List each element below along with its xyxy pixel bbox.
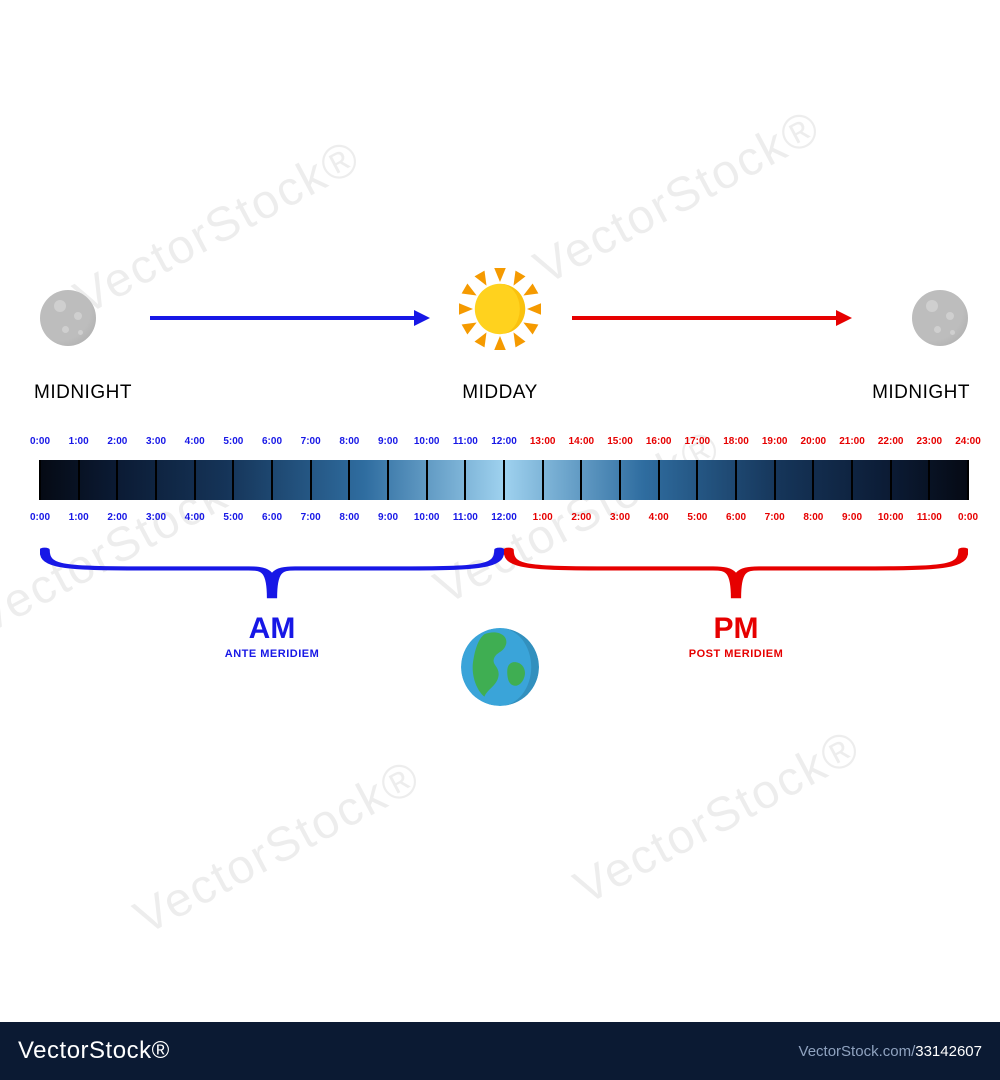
am-small: ANTE MERIDIEM — [225, 648, 320, 660]
hour-12-label: 7:00 — [765, 512, 785, 523]
hour-tick — [78, 460, 80, 500]
hour-24-label: 7:00 — [301, 436, 321, 447]
hour-12-label: 3:00 — [146, 512, 166, 523]
hour-12-label: 4:00 — [649, 512, 669, 523]
hour-tick — [116, 460, 118, 500]
hour-24-label: 21:00 — [839, 436, 865, 447]
hour-tick — [271, 460, 273, 500]
hour-24-label: 8:00 — [339, 436, 359, 447]
am-big: AM — [225, 614, 320, 644]
hour-tick — [232, 460, 234, 500]
hour-12-label: 10:00 — [414, 512, 440, 523]
pm-brace — [504, 546, 968, 602]
hour-24-label: 3:00 — [146, 436, 166, 447]
hour-tick — [155, 460, 157, 500]
watermark: VectorStock® — [526, 99, 830, 296]
am-brace — [40, 546, 504, 602]
hour-24-label: 15:00 — [607, 436, 633, 447]
hour-24-label: 0:00 — [30, 436, 50, 447]
hour-12-label: 3:00 — [610, 512, 630, 523]
hour-12-label: 11:00 — [917, 512, 942, 523]
hour-24-label: 1:00 — [69, 436, 89, 447]
hour-12-label: 2:00 — [107, 512, 127, 523]
hour-12-label: 7:00 — [301, 512, 321, 523]
moon-icon — [40, 290, 96, 346]
hour-24-label: 16:00 — [646, 436, 672, 447]
hour-tick — [928, 460, 930, 500]
footer-bar: VectorStock® VectorStock.com/33142607 — [0, 1022, 1000, 1080]
hour-12-label: 2:00 — [571, 512, 591, 523]
hour-tick — [39, 460, 41, 500]
hour-tick — [542, 460, 544, 500]
am-section-label: AM ANTE MERIDIEM — [225, 614, 320, 660]
pm-section-label: PM POST MERIDIEM — [689, 614, 784, 660]
midnight-left-label: MIDNIGHT — [34, 382, 132, 404]
hour-24-label: 24:00 — [955, 436, 981, 447]
hour-tick — [619, 460, 621, 500]
watermark: VectorStock® — [566, 719, 870, 916]
footer-brand: VectorStock® — [18, 1037, 170, 1065]
hour-24-label: 5:00 — [223, 436, 243, 447]
hour-tick — [503, 460, 505, 500]
hour-24-label: 2:00 — [107, 436, 127, 447]
hour-tick — [387, 460, 389, 500]
pm-big: PM — [689, 614, 784, 644]
pm-small: POST MERIDIEM — [689, 648, 784, 660]
hour-24-label: 17:00 — [685, 436, 711, 447]
hour-12-label: 4:00 — [185, 512, 205, 523]
hour-24-label: 4:00 — [185, 436, 205, 447]
midday-label: MIDDAY — [462, 382, 537, 404]
hour-tick — [580, 460, 582, 500]
watermark: VectorStock® — [126, 749, 430, 946]
hour-12-label: 12:00 — [491, 512, 517, 523]
hour-24-label: 10:00 — [414, 436, 440, 447]
hour-24-label: 6:00 — [262, 436, 282, 447]
day-gradient-bar — [40, 460, 968, 500]
hour-12-label: 1:00 — [69, 512, 89, 523]
hour-12-label: 9:00 — [842, 512, 862, 523]
hour-tick — [696, 460, 698, 500]
hour-tick — [658, 460, 660, 500]
hour-12-label: 8:00 — [803, 512, 823, 523]
hour-24-label: 18:00 — [723, 436, 749, 447]
midnight-right-label: MIDNIGHT — [872, 382, 970, 404]
hour-24-label: 19:00 — [762, 436, 788, 447]
hour-12-label: 0:00 — [30, 512, 50, 523]
top-row — [0, 270, 1000, 390]
hour-tick — [464, 460, 466, 500]
hour-tick — [310, 460, 312, 500]
hour-24-label: 12:00 — [491, 436, 517, 447]
hour-tick — [812, 460, 814, 500]
hour-tick — [890, 460, 892, 500]
hour-tick — [194, 460, 196, 500]
hour-24-label: 11:00 — [453, 436, 478, 447]
hour-12-label: 8:00 — [339, 512, 359, 523]
hour-tick — [967, 460, 969, 500]
sun-icon — [455, 264, 545, 354]
hour-tick — [426, 460, 428, 500]
footer-code: VectorStock.com/33142607 — [799, 1043, 982, 1060]
hour-12-label: 6:00 — [726, 512, 746, 523]
hour-tick — [851, 460, 853, 500]
hour-12-label: 5:00 — [223, 512, 243, 523]
hour-tick — [735, 460, 737, 500]
hour-12-label: 1:00 — [533, 512, 553, 523]
hour-tick — [774, 460, 776, 500]
hour-24-label: 23:00 — [917, 436, 943, 447]
hour-24-label: 14:00 — [569, 436, 595, 447]
hour-24-label: 22:00 — [878, 436, 904, 447]
moon-icon — [912, 290, 968, 346]
hour-24-label: 9:00 — [378, 436, 398, 447]
hour-12-label: 11:00 — [453, 512, 478, 523]
hour-12-label: 5:00 — [687, 512, 707, 523]
hour-tick — [348, 460, 350, 500]
hour-12-label: 9:00 — [378, 512, 398, 523]
hour-12-label: 0:00 — [958, 512, 978, 523]
earth-icon — [461, 628, 539, 706]
hour-24-label: 13:00 — [530, 436, 556, 447]
hour-12-label: 6:00 — [262, 512, 282, 523]
hour-24-label: 20:00 — [801, 436, 827, 447]
hour-12-label: 10:00 — [878, 512, 904, 523]
